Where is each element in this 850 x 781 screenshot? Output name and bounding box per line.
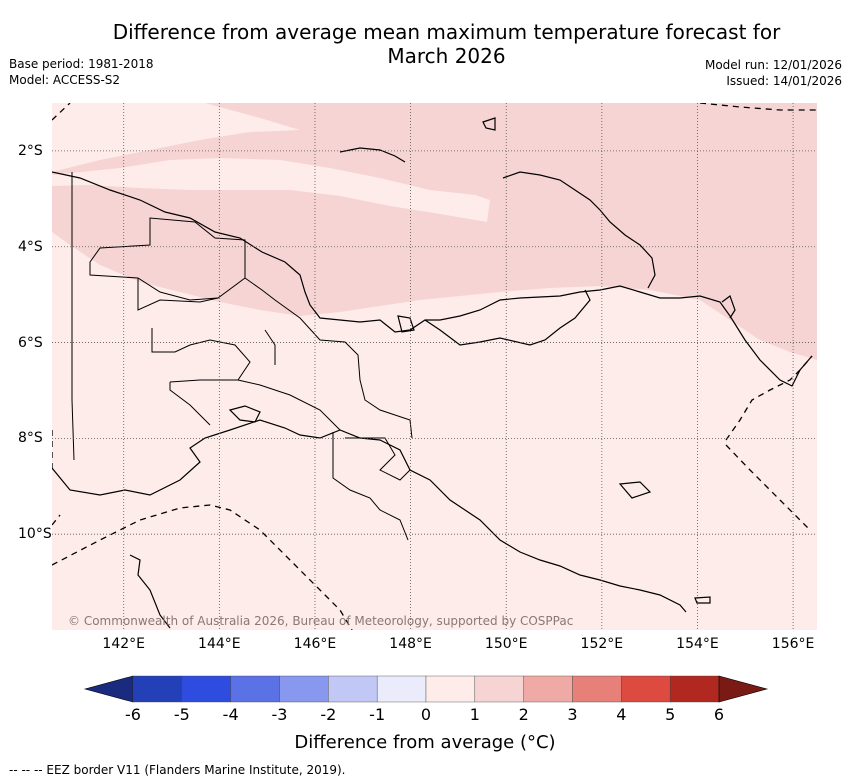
x-tick-label: 152°E (580, 636, 624, 652)
anomaly-0-to-1-northern-strip (52, 158, 490, 222)
colorbar-tick: 6 (713, 705, 725, 724)
colorbar-swatch (230, 675, 280, 703)
x-tick-label: 148°E (389, 636, 432, 652)
x-tick-label: 150°E (484, 636, 528, 652)
title-line-2: March 2026 (387, 44, 506, 68)
colorbar-swatch (572, 675, 622, 703)
meta-right: Model run: 12/01/2026 Issued: 14/01/2026 (705, 57, 842, 89)
eez-border (52, 103, 817, 630)
colorbar-swatch (376, 675, 427, 703)
colorbar-tick: 2 (518, 705, 529, 724)
colorbar-extend-high (718, 675, 769, 703)
y-tick-label: 8°S (18, 430, 43, 447)
colorbar-tick: -4 (222, 705, 239, 724)
y-tick-label: 10°S (18, 526, 52, 543)
issued-date: Issued: 14/01/2026 (726, 74, 842, 88)
colorbar-swatch (669, 675, 720, 703)
graticule (52, 103, 817, 630)
colorbar (83, 675, 769, 703)
colorbar-tick: -5 (173, 705, 190, 724)
colorbar-swatch (425, 675, 476, 703)
x-tick-label: 156°E (771, 636, 815, 652)
colorbar-tick: 3 (567, 705, 578, 724)
colorbar-tick: -6 (125, 705, 141, 724)
international-border (71, 172, 75, 461)
model-name: Model: ACCESS-S2 (9, 73, 121, 87)
colorbar-swatch (474, 675, 524, 703)
colorbar-swatch (132, 675, 183, 703)
x-tick-label: 144°E (198, 636, 241, 652)
copyright-notice: © Commonwealth of Australia 2026, Bureau… (68, 614, 574, 628)
colorbar-tick: 4 (616, 705, 627, 724)
meta-left: Base period: 1981-2018 Model: ACCESS-S2 (9, 56, 154, 88)
y-tick-label: 4°S (18, 238, 43, 255)
y-tick-label: 2°S (18, 142, 43, 159)
x-tick-label: 142°E (102, 636, 146, 652)
colorbar-swatch (181, 675, 231, 703)
model-run: Model run: 12/01/2026 (704, 58, 842, 72)
title-line-1: Difference from average mean maximum tem… (112, 20, 781, 44)
base-period: Base period: 1981-2018 (9, 57, 154, 71)
map-plot-area (52, 103, 817, 630)
x-tick-label: 154°E (676, 636, 719, 652)
x-tick-label: 146°E (293, 636, 337, 652)
colorbar-tick: 0 (420, 705, 432, 724)
colorbar-tick: -3 (271, 705, 288, 724)
map-title: Difference from average mean maximum tem… (0, 20, 850, 68)
colorbar-swatch (621, 675, 671, 703)
colorbar-tick: 5 (665, 705, 676, 724)
colorbar-swatch (328, 675, 378, 703)
colorbar-swatch (523, 675, 573, 703)
y-tick-label: 6°S (18, 334, 43, 351)
colorbar-extend-low (83, 675, 134, 703)
colorbar-tick: -1 (369, 705, 386, 724)
colorbar-label: Difference from average (°C) (294, 732, 556, 753)
colorbar-swatch (279, 675, 329, 703)
coastlines (52, 117, 813, 629)
colorbar-tick: -2 (320, 705, 337, 724)
eez-footnote: -- -- -- EEZ border V11 (Flanders Marine… (9, 763, 346, 777)
colorbar-tick: 1 (469, 705, 480, 724)
